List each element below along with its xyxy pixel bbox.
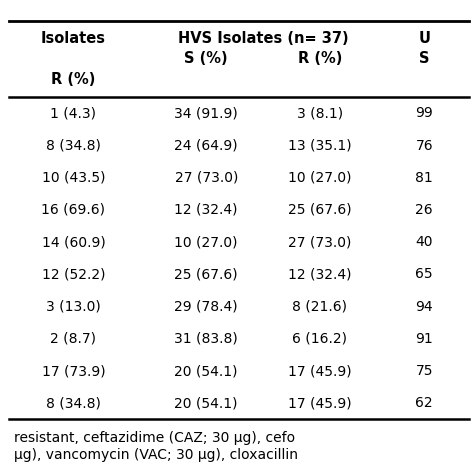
- Text: 16 (69.6): 16 (69.6): [41, 203, 106, 217]
- Text: 17 (45.9): 17 (45.9): [288, 364, 352, 378]
- Text: R (%): R (%): [298, 51, 342, 66]
- Text: R (%): R (%): [51, 72, 96, 87]
- Text: 40: 40: [416, 235, 433, 249]
- Text: S: S: [419, 51, 429, 66]
- Text: 25 (67.6): 25 (67.6): [288, 203, 352, 217]
- Text: μg), vancomycin (VAC; 30 μg), cloxacillin: μg), vancomycin (VAC; 30 μg), cloxacilli…: [14, 448, 298, 462]
- Text: HVS Isolates (n= 37): HVS Isolates (n= 37): [178, 31, 348, 46]
- Text: 13 (35.1): 13 (35.1): [288, 138, 352, 153]
- Text: 8 (34.8): 8 (34.8): [46, 396, 101, 410]
- Text: 20 (54.1): 20 (54.1): [174, 364, 238, 378]
- Text: 31 (83.8): 31 (83.8): [174, 332, 238, 346]
- Text: 10 (27.0): 10 (27.0): [288, 171, 352, 185]
- Text: S (%): S (%): [184, 51, 228, 66]
- Text: 25 (67.6): 25 (67.6): [174, 267, 238, 282]
- Text: 10 (43.5): 10 (43.5): [42, 171, 105, 185]
- Text: 75: 75: [416, 364, 433, 378]
- Text: 17 (45.9): 17 (45.9): [288, 396, 352, 410]
- Text: 14 (60.9): 14 (60.9): [42, 235, 105, 249]
- Text: 3 (13.0): 3 (13.0): [46, 300, 101, 314]
- Text: 91: 91: [415, 332, 433, 346]
- Text: 17 (73.9): 17 (73.9): [42, 364, 105, 378]
- Text: 12 (32.4): 12 (32.4): [288, 267, 352, 282]
- Text: resistant, ceftazidime (CAZ; 30 μg), cefo: resistant, ceftazidime (CAZ; 30 μg), cef…: [14, 430, 295, 445]
- Text: 24 (64.9): 24 (64.9): [174, 138, 238, 153]
- Text: 27 (73.0): 27 (73.0): [174, 171, 238, 185]
- Text: 12 (52.2): 12 (52.2): [42, 267, 105, 282]
- Text: 10 (27.0): 10 (27.0): [174, 235, 238, 249]
- Text: 76: 76: [415, 138, 433, 153]
- Text: 65: 65: [415, 267, 433, 282]
- Text: 8 (34.8): 8 (34.8): [46, 138, 101, 153]
- Text: 99: 99: [415, 106, 433, 120]
- Text: 81: 81: [415, 171, 433, 185]
- Text: 2 (8.7): 2 (8.7): [50, 332, 97, 346]
- Text: U: U: [418, 31, 430, 46]
- Text: 34 (91.9): 34 (91.9): [174, 106, 238, 120]
- Text: Isolates: Isolates: [41, 31, 106, 46]
- Text: 8 (21.6): 8 (21.6): [292, 300, 347, 314]
- Text: 29 (78.4): 29 (78.4): [174, 300, 238, 314]
- Text: 27 (73.0): 27 (73.0): [288, 235, 352, 249]
- Text: 62: 62: [415, 396, 433, 410]
- Text: 26: 26: [415, 203, 433, 217]
- Text: 1 (4.3): 1 (4.3): [50, 106, 97, 120]
- Text: 94: 94: [415, 300, 433, 314]
- Text: 3 (8.1): 3 (8.1): [297, 106, 343, 120]
- Text: 12 (32.4): 12 (32.4): [174, 203, 238, 217]
- Text: 6 (16.2): 6 (16.2): [292, 332, 347, 346]
- Text: 20 (54.1): 20 (54.1): [174, 396, 238, 410]
